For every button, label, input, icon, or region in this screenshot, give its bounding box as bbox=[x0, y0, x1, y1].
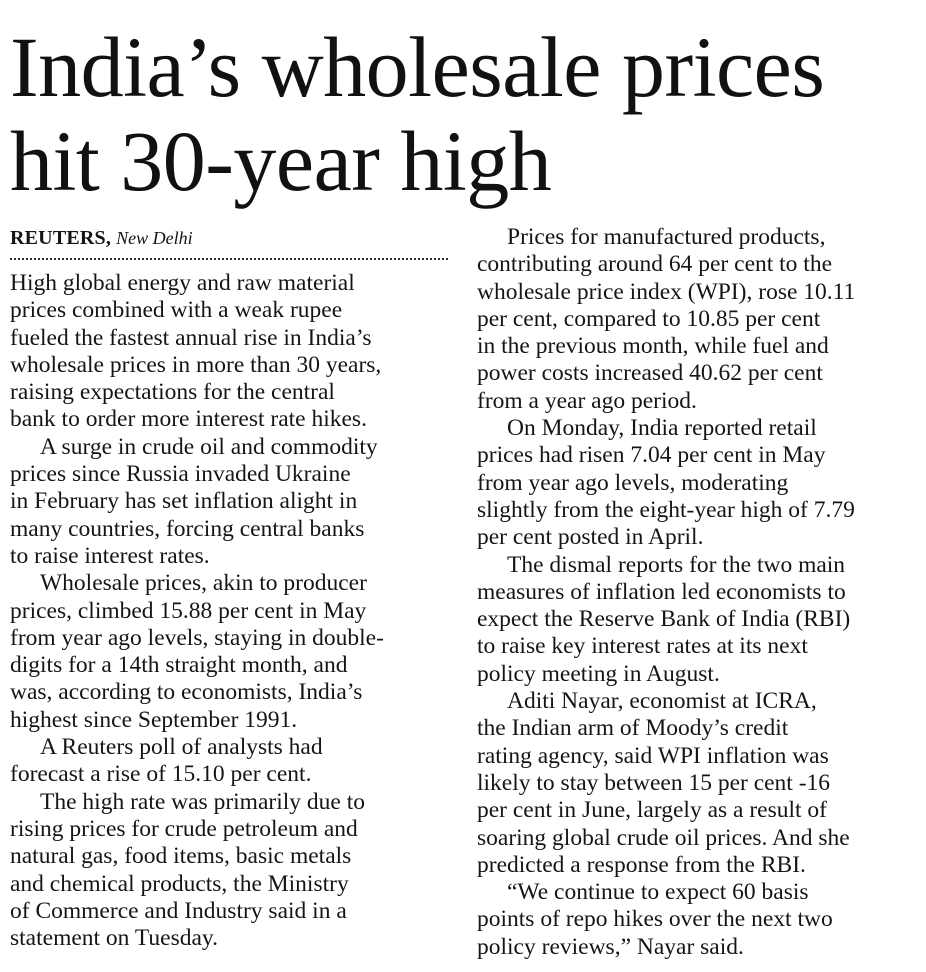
text-line: to raise key interest rates at its next bbox=[477, 633, 808, 660]
text-line: measures of inflation led economists to bbox=[477, 578, 846, 605]
article-paragraph: A Reuters poll of analysts had forecast a… bbox=[10, 734, 452, 789]
article-paragraph: High global energy and raw material price… bbox=[10, 270, 452, 434]
text-line: predicted a response from the RBI. bbox=[477, 851, 806, 878]
text-line: soaring global crude oil prices. And she bbox=[477, 824, 850, 851]
text-line: prices combined with a weak rupee bbox=[10, 297, 343, 324]
text-line: highest since September 1991. bbox=[10, 706, 298, 733]
article-paragraph: Aditi Nayar, economist at ICRA, the India… bbox=[477, 688, 919, 879]
text-line: likely to stay between 15 per cent -16 bbox=[477, 769, 831, 796]
text-line: the Indian arm of Moody’s credit bbox=[477, 715, 789, 742]
text-line: High global energy and raw material bbox=[10, 270, 355, 296]
text-line: slightly from the eight-year high of 7.7… bbox=[477, 496, 855, 523]
text-line: many countries, forcing central banks bbox=[10, 515, 365, 542]
article-paragraph: On Monday, India reported retail prices h… bbox=[477, 415, 919, 551]
text-line: wholesale price index (WPI), rose 10.11 bbox=[477, 278, 856, 305]
text-line: per cent in June, largely as a result of bbox=[477, 797, 827, 824]
text-line: On Monday, India reported retail bbox=[507, 415, 817, 442]
text-line: A Reuters poll of analysts had bbox=[40, 734, 323, 761]
text-line: of Commerce and Industry said in a bbox=[10, 897, 347, 924]
text-line: from year ago levels, staying in double- bbox=[10, 624, 384, 651]
text-line: policy meeting in August. bbox=[477, 660, 720, 687]
article-paragraph: “We continue to expect 60 basis points of… bbox=[477, 879, 919, 961]
right-column-body: Prices for manufactured products, contrib… bbox=[477, 224, 919, 961]
text-line: Aditi Nayar, economist at ICRA, bbox=[507, 688, 817, 715]
text-line: prices had risen 7.04 per cent in May bbox=[477, 442, 826, 469]
text-line: Prices for manufactured products, bbox=[507, 224, 826, 250]
text-line: per cent posted in April. bbox=[477, 524, 704, 551]
article-paragraph: The high rate was primarily due to rising… bbox=[10, 789, 452, 953]
text-line: from year ago levels, moderating bbox=[477, 469, 789, 496]
text-line: statement on Tuesday. bbox=[10, 925, 219, 952]
headline-line-1: India’s wholesale prices bbox=[10, 19, 825, 115]
text-line: contributing around 64 per cent to the bbox=[477, 251, 833, 278]
text-line: wholesale prices in more than 30 years, bbox=[10, 351, 382, 378]
text-line: bank to order more interest rate hikes. bbox=[10, 406, 367, 433]
byline-place: New Delhi bbox=[116, 228, 193, 248]
article-paragraph: Wholesale prices, akin to producer prices… bbox=[10, 570, 452, 734]
text-line: “We continue to expect 60 basis bbox=[507, 879, 809, 906]
text-line: The high rate was primarily due to bbox=[40, 788, 365, 815]
byline-divider bbox=[10, 258, 448, 260]
text-line: expect the Reserve Bank of India (RBI) bbox=[477, 606, 851, 633]
text-line: rising prices for crude petroleum and bbox=[10, 815, 358, 842]
text-line: in the previous month, while fuel and bbox=[477, 333, 829, 360]
headline-line-2: hit 30-year high bbox=[10, 113, 552, 209]
text-line: points of repo hikes over the next two bbox=[477, 906, 833, 933]
right-column: Prices for manufactured products, contrib… bbox=[477, 224, 919, 961]
text-line: prices, climbed 15.88 per cent in May bbox=[10, 597, 367, 624]
text-line: fueled the fastest annual rise in India’… bbox=[10, 324, 372, 351]
text-line: rating agency, said WPI inflation was bbox=[477, 742, 829, 769]
text-line: Wholesale prices, akin to producer bbox=[40, 570, 367, 597]
text-line: policy reviews,” Nayar said. bbox=[477, 933, 744, 960]
text-line: and chemical products, the Ministry bbox=[10, 870, 349, 897]
text-line: to raise interest rates. bbox=[10, 542, 210, 569]
text-line: forecast a rise of 15.10 per cent. bbox=[10, 761, 312, 788]
text-line: from a year ago period. bbox=[477, 387, 697, 414]
left-column: REUTERS, New Delhi High global energy an… bbox=[10, 224, 452, 952]
text-line: The dismal reports for the two main bbox=[507, 551, 846, 578]
byline-agency: REUTERS, bbox=[10, 227, 112, 249]
text-line: per cent, compared to 10.85 per cent bbox=[477, 305, 821, 332]
article-paragraph: Prices for manufactured products, contrib… bbox=[477, 224, 919, 415]
article-paragraph: The dismal reports for the two main measu… bbox=[477, 552, 919, 688]
headline: India’s wholesale prices hit 30-year hig… bbox=[10, 20, 920, 208]
text-line: A surge in crude oil and commodity bbox=[40, 433, 378, 460]
text-line: was, according to economists, India’s bbox=[10, 679, 363, 706]
text-line: digits for a 14th straight month, and bbox=[10, 652, 348, 679]
article-paragraph: A surge in crude oil and commodity prices… bbox=[10, 434, 452, 570]
text-line: raising expectations for the central bbox=[10, 379, 335, 406]
text-line: in February has set inflation alight in bbox=[10, 488, 358, 515]
byline: REUTERS, New Delhi bbox=[10, 224, 452, 252]
text-line: power costs increased 40.62 per cent bbox=[477, 360, 823, 387]
left-column-body: High global energy and raw material price… bbox=[10, 270, 452, 952]
text-line: prices since Russia invaded Ukraine bbox=[10, 461, 351, 488]
text-line: natural gas, food items, basic metals bbox=[10, 843, 352, 870]
